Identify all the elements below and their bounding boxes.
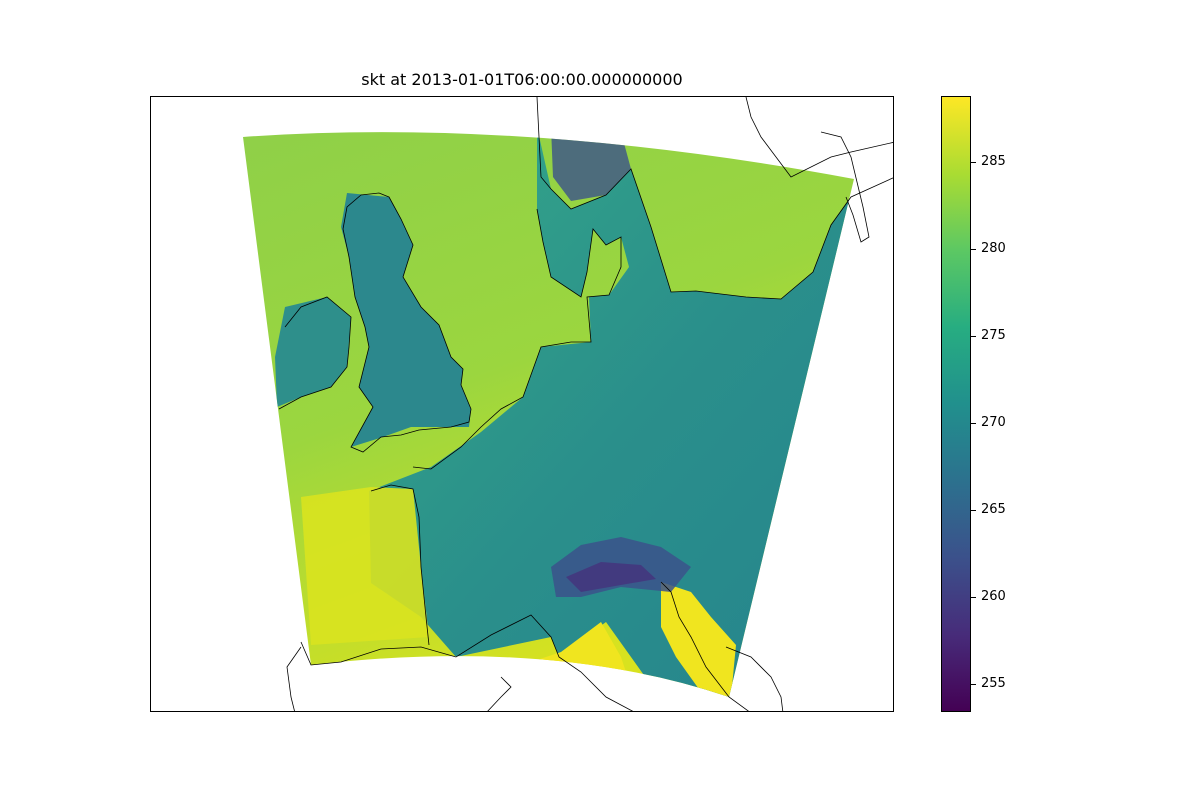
colorbar-tick-label: 260 <box>981 589 1006 605</box>
coastline-ireland <box>278 296 352 410</box>
coastline-britain <box>342 192 472 453</box>
coastline-scandinavia-north <box>745 97 893 178</box>
colorbar-tick-label: 285 <box>981 154 1006 170</box>
colorbar-tick-mark <box>971 248 976 250</box>
coastline-corsica <box>487 676 512 711</box>
colorbar <box>941 96 971 712</box>
adriatic-warm-field <box>661 582 736 697</box>
colorbar-tick-label: 275 <box>981 328 1006 344</box>
coastline-italy-west <box>300 614 634 711</box>
biscay-warm-field <box>301 487 429 645</box>
map-canvas <box>243 97 893 711</box>
coastline-france <box>370 484 430 646</box>
coastlines <box>278 97 893 711</box>
coastline-balkans <box>725 646 784 711</box>
colorbar-tick-label: 270 <box>981 415 1006 431</box>
coastline-finland <box>820 131 870 243</box>
ireland-field <box>275 297 351 407</box>
colorbar-tick-label: 255 <box>981 676 1006 692</box>
colorbar-tick-mark <box>971 422 976 424</box>
coastline-norway <box>536 97 893 300</box>
colorbar-tick-mark <box>971 596 976 598</box>
colorbar-tick-label: 265 <box>981 502 1006 518</box>
colorbar-tick-mark <box>971 335 976 337</box>
britain-field <box>341 193 471 447</box>
map-panel <box>150 96 894 712</box>
coastline-north-africa <box>286 646 302 711</box>
coastline-channel <box>412 208 622 470</box>
colorbar-axis: 255 260 265 270 275 280 285 <box>971 96 1031 712</box>
coastline-adriatic <box>660 581 749 711</box>
colorbar-tick-mark <box>971 683 976 685</box>
colorbar-tick-label: 280 <box>981 241 1006 257</box>
alps-cold-core <box>566 562 656 592</box>
norway-cold-field <box>551 132 631 201</box>
colorbar-tick-mark <box>971 161 976 163</box>
colorbar-tick-mark <box>971 509 976 511</box>
plot-title: skt at 2013-01-01T06:00:00.000000000 <box>361 70 683 89</box>
